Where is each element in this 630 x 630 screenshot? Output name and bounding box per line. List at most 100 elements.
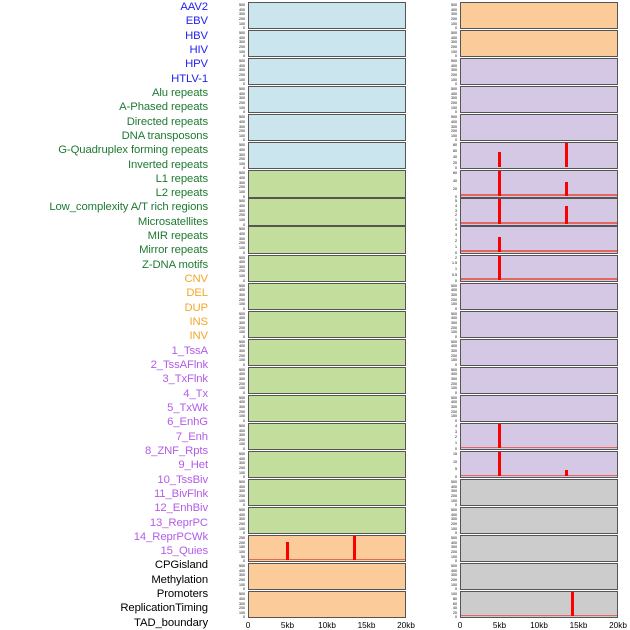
x-tick-label: 5kb bbox=[492, 621, 507, 630]
track-panel-right-column-6[interactable] bbox=[460, 170, 618, 198]
track-panel-left-column-12[interactable] bbox=[248, 338, 406, 366]
row-label-a-phased-repeats: A-Phased repeats bbox=[119, 101, 208, 114]
y-tick-label: 200 bbox=[239, 185, 245, 190]
track-panel-right-column-9[interactable] bbox=[460, 254, 618, 282]
track-panel-right-column-20[interactable] bbox=[460, 563, 618, 591]
data-bar bbox=[497, 255, 501, 280]
y-tick-label: 100 bbox=[239, 217, 245, 222]
track-panel-right-column-4[interactable] bbox=[460, 114, 618, 142]
track-panel-left-column-11[interactable] bbox=[248, 310, 406, 338]
track-plot-area bbox=[461, 396, 617, 421]
y-tick-label: 250 bbox=[239, 536, 245, 541]
track-panel-left-column-14[interactable] bbox=[248, 394, 406, 423]
y-tick-label: 400 bbox=[239, 288, 245, 293]
track-plot-area bbox=[461, 312, 617, 337]
track-panel-right-column-2[interactable] bbox=[460, 58, 618, 86]
y-tick-label: 5 bbox=[455, 199, 457, 204]
y-tick-label: 80 bbox=[453, 143, 457, 148]
track-panel-right-column-13[interactable] bbox=[460, 366, 618, 394]
track-panel-right-column-12[interactable] bbox=[460, 338, 618, 366]
track-panel-left-column-16[interactable] bbox=[248, 450, 406, 479]
track-panel-left-column-9[interactable] bbox=[248, 254, 406, 282]
y-axis-right-column-1: 0 100 200 300 400 500 bbox=[426, 30, 458, 57]
track-panel-right-column-19[interactable] bbox=[460, 535, 618, 563]
y-tick-label: 500 bbox=[239, 3, 245, 7]
track-panel-left-column-17[interactable] bbox=[248, 479, 406, 507]
track-plot-area bbox=[461, 536, 617, 561]
track-plot-area bbox=[461, 451, 617, 477]
y-tick-label: 0 bbox=[243, 475, 245, 480]
track-panel-left-column-15[interactable] bbox=[248, 422, 406, 451]
y-tick-label: 100 bbox=[239, 526, 245, 531]
track-panel-right-column-3[interactable] bbox=[460, 86, 618, 114]
y-tick-label: 400 bbox=[451, 316, 457, 321]
track-panel-right-column-15[interactable] bbox=[460, 422, 618, 451]
y-tick-label: 500 bbox=[451, 115, 457, 120]
track-panel-right-column-5[interactable] bbox=[460, 142, 618, 170]
track-panel-right-column-7[interactable] bbox=[460, 198, 618, 226]
track-panel-left-column-20[interactable] bbox=[248, 563, 406, 591]
row-label-cnv: CNV bbox=[184, 273, 208, 286]
y-axis-left-column-8: 0 100 200 300 400 500 bbox=[214, 226, 246, 254]
y-tick-label: 400 bbox=[239, 204, 245, 209]
y-tick-label: 100 bbox=[451, 498, 457, 503]
row-label-replicationtiming: ReplicationTiming bbox=[120, 602, 208, 615]
y-tick-label: 0 bbox=[455, 110, 457, 115]
track-panel-left-column-1[interactable] bbox=[248, 30, 406, 58]
track-panel-left-column-7[interactable] bbox=[248, 198, 406, 226]
baseline-trace bbox=[461, 250, 617, 252]
y-axis-right-column-9: 0 0.5 1 1.5 2 bbox=[426, 255, 458, 282]
track-panel-right-column-1[interactable] bbox=[460, 30, 618, 58]
y-tick-label: 200 bbox=[239, 578, 245, 583]
data-bar bbox=[564, 182, 568, 196]
y-axis-left-column-3: 0 100 200 300 400 500 bbox=[214, 86, 246, 114]
track-panel-right-column-0[interactable] bbox=[460, 2, 618, 30]
track-plot-area bbox=[249, 452, 405, 477]
y-tick-label: 100 bbox=[239, 358, 245, 363]
track-panel-right-column-14[interactable] bbox=[460, 394, 618, 423]
y-tick-label: 0 bbox=[455, 166, 457, 171]
y-tick-label: 100 bbox=[239, 442, 245, 447]
track-panel-right-column-16[interactable] bbox=[460, 450, 618, 479]
track-panel-left-column-8[interactable] bbox=[248, 226, 406, 254]
y-tick-label: 0 bbox=[455, 54, 457, 59]
y-tick-label: 500 bbox=[239, 564, 245, 569]
track-panel-left-column-4[interactable] bbox=[248, 114, 406, 142]
track-panel-right-column-8[interactable] bbox=[460, 226, 618, 254]
track-panel-left-column-18[interactable] bbox=[248, 507, 406, 535]
y-tick-label: 300 bbox=[239, 12, 245, 17]
track-panel-right-column-18[interactable] bbox=[460, 507, 618, 535]
x-tick-label: 20kb bbox=[397, 621, 415, 630]
row-label-inv: INV bbox=[189, 330, 208, 343]
track-panel-left-column-3[interactable] bbox=[248, 86, 406, 114]
row-label-dup: DUP bbox=[184, 301, 208, 314]
y-tick-label: 300 bbox=[451, 489, 457, 494]
track-panel-left-column-21[interactable] bbox=[248, 591, 406, 619]
y-axis-left-column-12: 0 100 200 300 400 500 bbox=[214, 339, 246, 366]
track-panel-right-column-11[interactable] bbox=[460, 310, 618, 338]
track-plot-area bbox=[461, 227, 617, 252]
y-axis-left-column-20: 0 100 200 300 400 500 bbox=[214, 563, 246, 592]
data-bar bbox=[564, 469, 568, 477]
y-tick-label: 400 bbox=[239, 596, 245, 601]
y-tick-label: 100 bbox=[451, 105, 457, 110]
track-panel-left-column-13[interactable] bbox=[248, 366, 406, 394]
track-panel-right-column-21[interactable] bbox=[460, 591, 618, 619]
track-panel-left-column-10[interactable] bbox=[248, 282, 406, 310]
y-axis-right-column-18: 0 100 200 300 400 500 bbox=[426, 507, 458, 534]
track-panel-left-column-0[interactable] bbox=[248, 2, 406, 30]
y-tick-label: 100 bbox=[239, 498, 245, 503]
y-tick-label: 500 bbox=[451, 283, 457, 288]
track-panel-right-column-10[interactable] bbox=[460, 282, 618, 310]
x-tick-label: 10kb bbox=[318, 621, 336, 630]
y-tick-label: 150 bbox=[239, 545, 245, 550]
row-label-10-tssbiv: 10_TssBiv bbox=[157, 473, 208, 486]
track-panel-left-column-5[interactable] bbox=[248, 142, 406, 170]
y-tick-label: 400 bbox=[239, 372, 245, 377]
track-panel-left-column-2[interactable] bbox=[248, 58, 406, 86]
track-panel-left-column-6[interactable] bbox=[248, 170, 406, 198]
y-tick-label: 0 bbox=[243, 587, 245, 592]
track-panel-left-column-19[interactable] bbox=[248, 535, 406, 563]
track-panel-right-column-17[interactable] bbox=[460, 479, 618, 507]
